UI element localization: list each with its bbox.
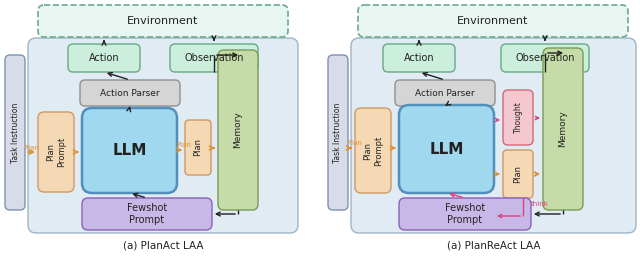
Text: Plan: Plan [193,139,202,156]
Text: Plan: Plan [24,145,40,151]
FancyBboxPatch shape [351,38,636,233]
FancyBboxPatch shape [170,44,258,72]
Text: Plan: Plan [348,140,362,146]
FancyBboxPatch shape [185,120,211,175]
Text: Memory: Memory [559,111,568,147]
FancyBboxPatch shape [399,105,494,193]
Text: Thought: Thought [513,102,522,133]
FancyBboxPatch shape [399,198,531,230]
Text: Action: Action [404,53,435,63]
FancyBboxPatch shape [5,55,25,210]
Text: Environment: Environment [127,16,198,26]
FancyBboxPatch shape [383,44,455,72]
FancyBboxPatch shape [218,50,258,210]
Text: think: think [531,201,549,207]
Text: LLM: LLM [429,141,464,156]
FancyBboxPatch shape [68,44,140,72]
FancyBboxPatch shape [355,108,391,193]
FancyBboxPatch shape [503,90,533,145]
FancyBboxPatch shape [82,198,212,230]
Text: Fewshot
Prompt: Fewshot Prompt [127,203,167,225]
FancyBboxPatch shape [38,112,74,192]
Text: Task Instruction: Task Instruction [333,102,342,163]
Text: Observation: Observation [515,53,575,63]
FancyBboxPatch shape [328,55,348,210]
Text: Fewshot
Prompt: Fewshot Prompt [445,203,485,225]
Text: LLM: LLM [112,143,147,158]
FancyBboxPatch shape [395,80,495,106]
Text: Memory: Memory [234,112,243,148]
Text: Plan: Plan [177,142,191,148]
Text: (a) PlanReAct LAA: (a) PlanReAct LAA [447,240,540,250]
FancyBboxPatch shape [543,48,583,210]
FancyBboxPatch shape [503,150,533,198]
Text: Plan: Plan [513,165,522,183]
FancyBboxPatch shape [28,38,298,233]
FancyBboxPatch shape [501,44,589,72]
Text: (a) PlanAct LAA: (a) PlanAct LAA [123,240,204,250]
Text: Action Parser: Action Parser [100,89,160,98]
Text: Task Instruction: Task Instruction [10,102,19,163]
Text: Action Parser: Action Parser [415,89,475,98]
FancyBboxPatch shape [80,80,180,106]
Text: Observation: Observation [184,53,244,63]
Text: Environment: Environment [458,16,529,26]
Text: Plan
Prompt: Plan Prompt [46,137,66,167]
FancyBboxPatch shape [358,5,628,37]
FancyBboxPatch shape [38,5,288,37]
Text: Action: Action [89,53,119,63]
Text: Plan
Prompt: Plan Prompt [364,135,383,166]
FancyBboxPatch shape [82,108,177,193]
